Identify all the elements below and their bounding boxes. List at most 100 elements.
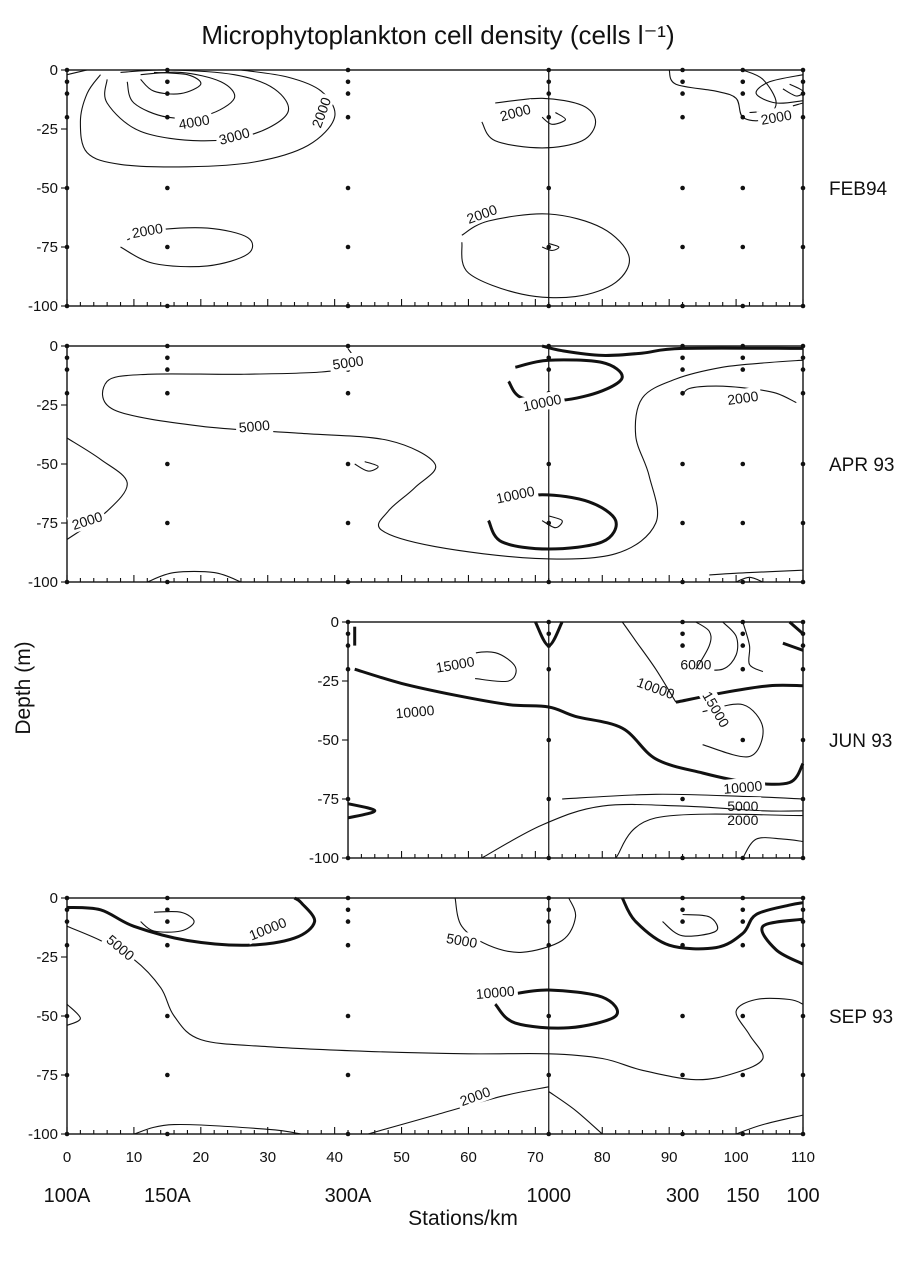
sample-point — [800, 1013, 806, 1019]
sample-point — [546, 1131, 552, 1137]
sample-point — [64, 244, 70, 250]
sample-point — [345, 244, 351, 250]
sample-point — [64, 1072, 70, 1078]
sample-point — [165, 244, 170, 250]
contour-line — [147, 570, 242, 583]
sample-point — [740, 631, 746, 637]
contour-label-group: 10000 — [391, 700, 439, 722]
contour-label-bg — [631, 671, 681, 704]
sample-point — [64, 91, 70, 96]
sample-point — [740, 666, 746, 672]
sample-point — [165, 303, 170, 309]
sample-point — [740, 919, 746, 924]
sample-point — [546, 631, 552, 637]
contour-label-bg — [101, 928, 141, 966]
contour-label-bg — [518, 389, 566, 416]
contour-line — [347, 802, 377, 820]
panel-label: FEB94 — [829, 179, 888, 200]
contour-label: 2000 — [759, 107, 793, 128]
contour-label-bg — [454, 1081, 496, 1111]
sample-point — [800, 244, 806, 250]
sample-point — [546, 114, 552, 120]
sample-point — [680, 91, 685, 96]
sample-point — [740, 355, 746, 361]
sample-point — [740, 1013, 746, 1019]
contour-label: 10000 — [635, 674, 677, 702]
sample-point — [546, 919, 552, 924]
contour-label-bg — [243, 911, 292, 945]
contour-line — [782, 83, 804, 97]
sample-point — [345, 942, 351, 948]
sample-point — [740, 855, 746, 861]
sample-point — [740, 737, 746, 743]
sample-point — [680, 907, 685, 913]
x-tick-label: 90 — [661, 1149, 678, 1166]
sample-point — [800, 1072, 806, 1078]
panels-group: 0-25-50-75-10020003000400020002000200020… — [28, 62, 895, 1207]
sample-point — [345, 343, 351, 349]
sample-point — [680, 919, 685, 924]
contour-line — [620, 897, 804, 951]
contour-label: 5000 — [445, 930, 479, 951]
y-tick-label: 0 — [50, 338, 58, 355]
contour-label: 3000 — [217, 124, 251, 148]
x-axis-title: Stations/km — [408, 1207, 518, 1230]
contour-label: 2000 — [308, 95, 334, 130]
contour-line — [66, 925, 804, 1081]
sample-point — [546, 855, 552, 861]
sample-point — [165, 355, 170, 361]
panel-apr-93: 0 -25 -50 -75 -100 5000 5000 10000 10000 2000 2000… — [28, 338, 895, 591]
contour-line — [354, 667, 805, 786]
sample-point — [345, 619, 351, 625]
contour-line — [454, 897, 577, 953]
sample-point — [345, 895, 351, 901]
sample-point — [64, 919, 70, 924]
sample-point — [345, 631, 351, 637]
sample-point — [740, 520, 746, 526]
sample-point — [64, 390, 70, 396]
sample-point — [165, 907, 170, 913]
y-tick-label: -75 — [36, 515, 58, 532]
contour-label-bg — [723, 386, 763, 409]
contour-label-group: 2000 — [723, 386, 763, 409]
sample-point — [800, 895, 806, 901]
contour-label: 2000 — [70, 508, 105, 533]
sample-point — [680, 579, 685, 585]
sample-point — [64, 303, 70, 309]
y-tick-label: -75 — [36, 239, 58, 256]
contour-line — [66, 896, 317, 947]
contour-label: 2000 — [498, 101, 532, 125]
sample-point — [740, 907, 746, 913]
contour-line — [534, 621, 564, 648]
sample-point — [800, 390, 806, 396]
sample-point — [740, 942, 746, 948]
sample-point — [165, 79, 170, 85]
sample-point — [345, 461, 351, 467]
contour-line — [615, 813, 804, 859]
contour-label-group: 10000 — [518, 389, 566, 416]
sample-point — [546, 796, 552, 802]
sample-point — [64, 185, 70, 191]
sample-point — [165, 520, 170, 526]
contour-line — [541, 515, 563, 529]
contour-label-group: 10000 — [472, 981, 519, 1003]
contour-label: 10000 — [395, 702, 435, 721]
contour-line — [66, 69, 88, 76]
sample-point — [800, 79, 806, 85]
panel-jun-93: 0 -25 -50 -75 -100 10000 10000 10000 15000 15000 6… — [309, 614, 892, 867]
sample-point — [740, 643, 746, 648]
station-label: 150A — [144, 1185, 191, 1207]
contour-label-group: 5000 — [235, 415, 274, 436]
sample-point — [680, 631, 685, 637]
sample-point — [345, 1013, 351, 1019]
contour-label-group: 2000 — [495, 99, 536, 125]
sample-point — [680, 114, 685, 120]
sample-point — [546, 367, 552, 372]
contour-label-bg — [306, 92, 336, 133]
contour-line — [126, 71, 236, 119]
contour-line — [621, 621, 677, 703]
contour-label-group: 5000 — [442, 928, 482, 952]
sample-point — [740, 303, 746, 309]
y-tick-label: -25 — [36, 397, 58, 414]
sample-point — [800, 1131, 806, 1137]
